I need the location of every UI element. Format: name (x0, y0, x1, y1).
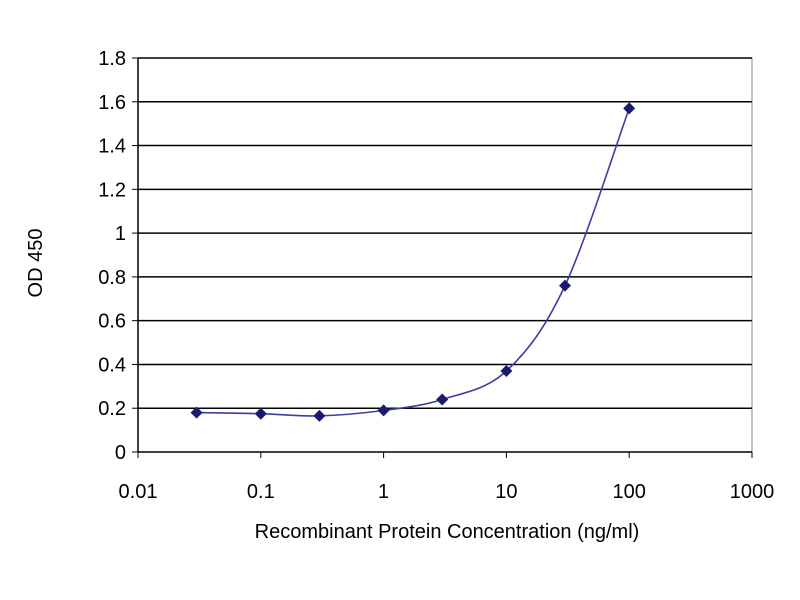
x-tick-label-0: 0.01 (119, 481, 158, 503)
plot-area (137, 57, 753, 453)
axes (137, 58, 753, 458)
x-tick-labels: 0.01 0.1 1 10 100 1000 (119, 481, 775, 503)
data-point-5 (500, 365, 513, 378)
x-tick-label-5: 1000 (730, 481, 775, 503)
data-point-1 (254, 407, 267, 420)
data-series (190, 102, 636, 422)
x-tick-label-3: 10 (495, 481, 517, 503)
x-axis-title: Recombinant Protein Concentration (ng/ml… (255, 521, 640, 543)
x-tick-label-4: 100 (613, 481, 646, 503)
y-tick-label-2: 0.4 (98, 354, 126, 376)
x-tick-label-2: 1 (378, 481, 389, 503)
y-tick-labels: 0 0.2 0.4 0.6 0.8 1 1.2 1.4 1.6 1.8 (98, 48, 126, 464)
y-tick-label-4: 0.8 (98, 267, 126, 289)
y-tick-label-8: 1.6 (98, 92, 126, 114)
y-tick-label-5: 1 (115, 223, 126, 245)
y-tick-label-3: 0.6 (98, 311, 126, 333)
gridlines (132, 57, 752, 453)
y-tick-label-0: 0 (115, 442, 126, 464)
data-point-7 (623, 102, 636, 115)
data-point-3 (377, 404, 390, 417)
y-axis-title: OD 450 (25, 229, 47, 298)
y-tick-label-6: 1.2 (98, 179, 126, 201)
data-point-2 (313, 409, 326, 422)
data-point-0 (190, 406, 203, 419)
x-tick-label-1: 0.1 (247, 481, 275, 503)
y-tick-label-9: 1.8 (98, 48, 126, 70)
data-point-4 (436, 393, 449, 406)
y-tick-label-1: 0.2 (98, 398, 126, 420)
y-tick-label-7: 1.4 (98, 136, 126, 158)
data-point-6 (558, 279, 571, 292)
